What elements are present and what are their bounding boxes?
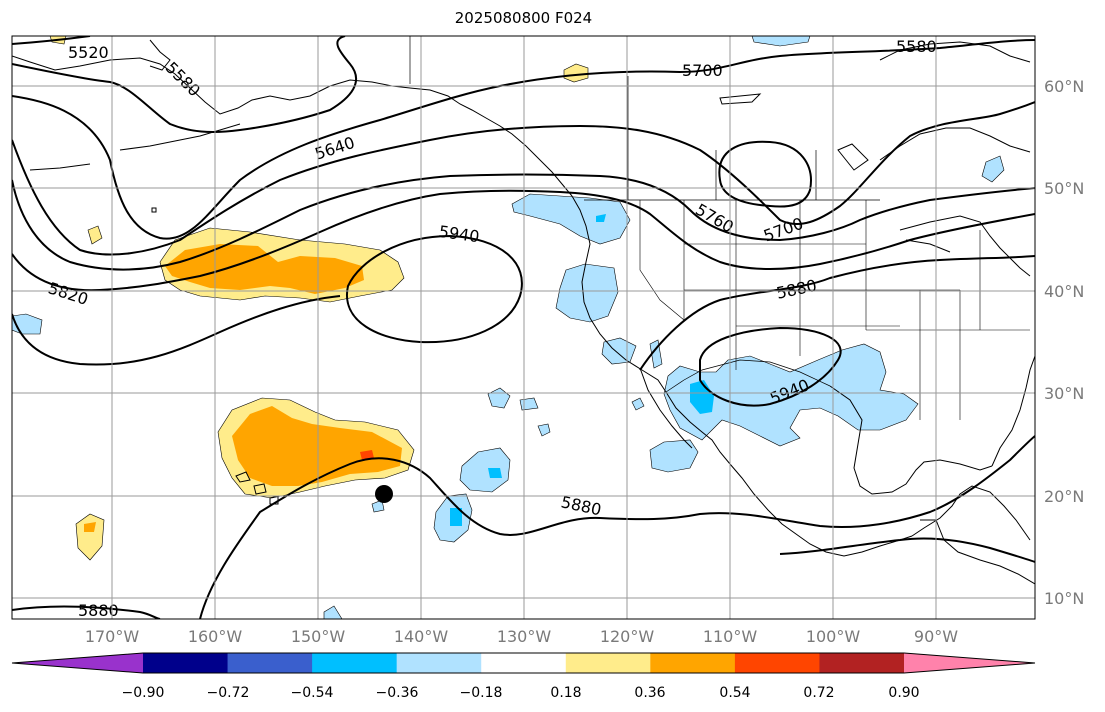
contour-5580 xyxy=(12,36,357,133)
colorbar-tick-label: 0.72 xyxy=(803,685,834,701)
lat-label: 10°N xyxy=(1044,589,1084,608)
lon-label: 120°W xyxy=(600,627,655,646)
plot-frame xyxy=(11,35,1036,620)
graticule xyxy=(12,36,1035,619)
latitude-axis: 60°N 50°N 40°N 30°N 20°N 10°N xyxy=(1044,77,1084,608)
lat-label: 40°N xyxy=(1044,282,1084,301)
contour-5880 xyxy=(779,537,1035,563)
contour-label: 5520 xyxy=(68,43,109,62)
lon-label: 110°W xyxy=(703,627,758,646)
lon-label: 160°W xyxy=(188,627,243,646)
contour-5760 xyxy=(12,173,1035,271)
colorbar-tick-label: 0.36 xyxy=(634,685,665,701)
location-marker xyxy=(375,485,393,503)
colorbar-bin xyxy=(734,653,820,673)
contour-5880 xyxy=(12,295,341,366)
colorbar-ticks: −0.90 −0.72 −0.54 −0.36 −0.18 0.18 0.36 … xyxy=(122,685,920,701)
lat-label: 20°N xyxy=(1044,487,1084,506)
contour-5820 xyxy=(12,189,1035,292)
contour-label: 5880 xyxy=(78,601,119,620)
lon-label: 140°W xyxy=(394,627,449,646)
colorbar-bin xyxy=(565,653,651,673)
colorbar-bin xyxy=(143,653,229,673)
colorbar-outline xyxy=(11,652,1036,674)
lon-label: 90°W xyxy=(914,627,958,646)
colorbar-bin xyxy=(819,653,905,673)
colorbar-tick-label: 0.90 xyxy=(888,685,919,701)
contour-5640 xyxy=(12,39,1035,240)
colorbar-bin xyxy=(481,653,567,673)
colorbar-tick-label: −0.90 xyxy=(122,685,165,701)
contour-5880 xyxy=(199,435,1035,619)
contour-5700 xyxy=(12,101,1035,256)
lat-label: 50°N xyxy=(1044,179,1084,198)
contour-5700-closed xyxy=(718,140,812,208)
contour-5940-closed xyxy=(345,234,523,344)
colorbar-tick-label: −0.36 xyxy=(376,685,419,701)
contour-label: 5580 xyxy=(896,37,937,56)
colorbar-tick-label: 0.18 xyxy=(550,685,581,701)
contour-label: 5700 xyxy=(682,61,723,80)
lon-label: 170°W xyxy=(85,627,140,646)
contour-5940 xyxy=(699,326,842,407)
contour-5880 xyxy=(639,255,1035,371)
lat-label: 60°N xyxy=(1044,77,1084,96)
contour-layer xyxy=(12,36,1035,619)
contour-5520 xyxy=(12,36,91,45)
colorbar-bin xyxy=(312,653,398,673)
negative-anomaly-band xyxy=(511,193,631,245)
longitude-axis: 170°W 160°W 150°W 140°W 130°W 120°W 110°… xyxy=(85,627,958,646)
contour-5880-bottom xyxy=(12,605,161,619)
colorbar-tick-label: −0.72 xyxy=(207,685,250,701)
colorbar-tick-label: −0.18 xyxy=(460,685,503,701)
colorbar-extend-max xyxy=(904,653,1035,673)
colorbar-bin xyxy=(396,653,482,673)
colorbar-tick-label: −0.54 xyxy=(291,685,334,701)
colorbar-tick-label: 0.54 xyxy=(719,685,750,701)
colorbar-bin xyxy=(227,653,313,673)
colorbar-bin xyxy=(650,653,736,673)
colorbar xyxy=(11,652,1036,674)
lon-label: 150°W xyxy=(291,627,346,646)
colorbar-extend-min xyxy=(12,653,143,673)
lat-label: 30°N xyxy=(1044,384,1084,403)
map-title: 2025080800 F024 xyxy=(454,9,593,27)
lon-label: 130°W xyxy=(497,627,552,646)
lon-label: 100°W xyxy=(806,627,861,646)
